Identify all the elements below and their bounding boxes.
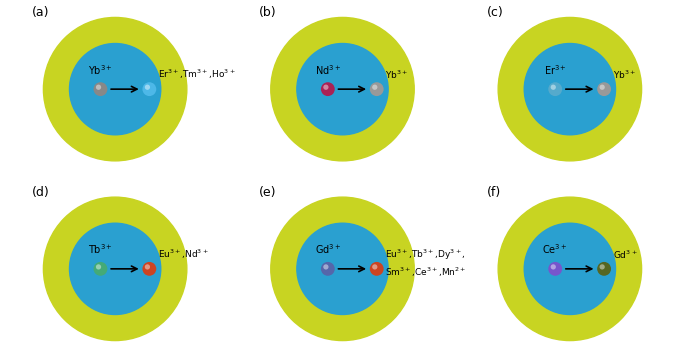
Circle shape	[323, 264, 329, 270]
Circle shape	[145, 84, 150, 90]
Text: Yb$^{3+}$: Yb$^{3+}$	[385, 69, 408, 81]
Circle shape	[372, 264, 377, 270]
Text: (f): (f)	[487, 186, 501, 199]
Text: Ce$^{3+}$: Ce$^{3+}$	[543, 242, 568, 256]
Circle shape	[142, 82, 156, 96]
Text: Er$^{3+}$,Tm$^{3+}$,Ho$^{3+}$: Er$^{3+}$,Tm$^{3+}$,Ho$^{3+}$	[158, 68, 236, 81]
Circle shape	[498, 197, 642, 340]
Text: Er$^{3+}$: Er$^{3+}$	[544, 63, 566, 77]
Text: Nd$^{3+}$: Nd$^{3+}$	[315, 63, 341, 77]
Text: (b): (b)	[260, 6, 277, 19]
Text: Gd$^{3+}$: Gd$^{3+}$	[612, 248, 637, 261]
Circle shape	[69, 223, 161, 314]
Circle shape	[370, 262, 384, 276]
Circle shape	[96, 264, 101, 270]
Circle shape	[321, 262, 335, 276]
Circle shape	[145, 264, 150, 270]
Text: (d): (d)	[32, 186, 50, 199]
Circle shape	[599, 264, 605, 270]
Circle shape	[551, 84, 556, 90]
Text: (a): (a)	[32, 6, 49, 19]
Circle shape	[43, 18, 187, 161]
Circle shape	[94, 82, 108, 96]
Circle shape	[524, 44, 616, 135]
Circle shape	[271, 197, 414, 340]
Circle shape	[599, 84, 605, 90]
Circle shape	[548, 82, 562, 96]
Text: Gd$^{3+}$: Gd$^{3+}$	[314, 242, 341, 256]
Circle shape	[524, 223, 616, 314]
Circle shape	[323, 84, 329, 90]
Circle shape	[43, 197, 187, 340]
Circle shape	[370, 82, 384, 96]
Text: Eu$^{3+}$,Nd$^{3+}$: Eu$^{3+}$,Nd$^{3+}$	[158, 247, 209, 261]
Circle shape	[96, 84, 101, 90]
Circle shape	[94, 262, 108, 276]
Circle shape	[142, 262, 156, 276]
Circle shape	[297, 223, 388, 314]
Text: (e): (e)	[260, 186, 277, 199]
Circle shape	[498, 18, 642, 161]
Text: Eu$^{3+}$,Tb$^{3+}$,Dy$^{3+}$,
Sm$^{3+}$,Ce$^{3+}$,Mn$^{2+}$: Eu$^{3+}$,Tb$^{3+}$,Dy$^{3+}$, Sm$^{3+}$…	[385, 248, 467, 279]
Circle shape	[297, 44, 388, 135]
Circle shape	[551, 264, 556, 270]
Circle shape	[321, 82, 335, 96]
Text: Yb$^{3+}$: Yb$^{3+}$	[88, 63, 113, 77]
Text: Yb$^{3+}$: Yb$^{3+}$	[612, 69, 636, 81]
Circle shape	[271, 18, 414, 161]
Circle shape	[548, 262, 562, 276]
Circle shape	[597, 262, 611, 276]
Text: (c): (c)	[487, 6, 503, 19]
Circle shape	[597, 82, 611, 96]
Circle shape	[372, 84, 377, 90]
Circle shape	[69, 44, 161, 135]
Text: Tb$^{3+}$: Tb$^{3+}$	[88, 242, 113, 256]
